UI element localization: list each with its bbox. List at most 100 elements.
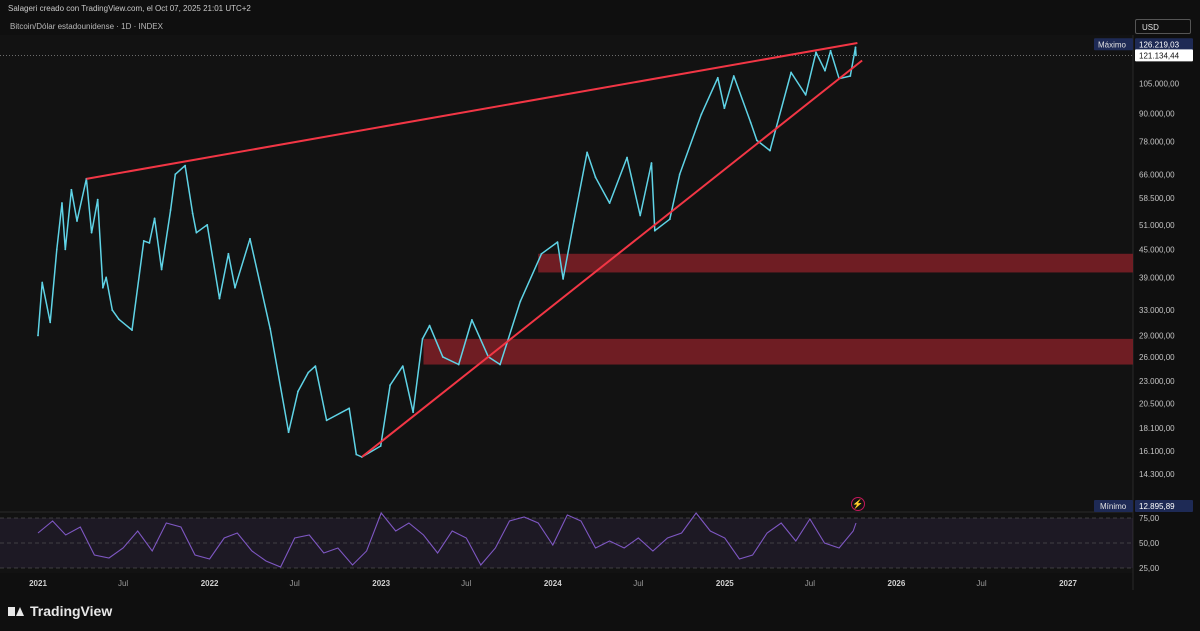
price-point-12 [105,276,108,279]
y-tick-3: 66.000,00 [1139,170,1175,179]
max-tag-bg [1094,38,1133,51]
price-point-18 [153,217,156,220]
price-point-10 [96,198,99,201]
price-point-61 [653,229,656,232]
price-point-17 [148,242,151,244]
price-point-16 [142,239,145,242]
price-point-25 [206,223,209,226]
min-tag-label: Mínimo [1100,502,1127,511]
price-point-2 [49,321,52,324]
y-tick-9: 29.000,00 [1139,331,1175,340]
y-tick-5: 51.000,00 [1139,221,1175,230]
y-tick-15: 14.300,00 [1139,470,1175,479]
rsi-series[interactable] [37,511,857,568]
current-value: 121.134,44 [1139,51,1180,60]
zone-rect-2[interactable] [423,338,1133,365]
bolt-icon[interactable]: ⚡ [851,497,865,511]
price-point-5 [64,248,67,251]
price-point-49 [499,363,502,366]
price-point-79 [855,54,857,57]
price-point-27 [227,252,230,255]
price-point-9 [90,231,93,234]
price-point-65 [716,76,719,79]
x-tick-9: Jul [805,579,815,588]
price-point-75 [829,49,832,52]
price-point-70 [769,149,771,152]
brand-name: TradingView [30,603,113,619]
y-tick-6: 45.000,00 [1139,245,1175,254]
x-tick-10: 2026 [888,579,906,588]
price-point-55 [586,151,588,154]
price-point-31 [287,431,290,434]
y-tick-8: 33.000,00 [1139,306,1175,315]
price-point-51 [540,252,543,255]
y-tick-7: 39.000,00 [1139,273,1175,282]
price-point-45 [441,355,444,358]
price-point-72 [804,93,807,96]
x-tick-6: 2024 [544,579,562,588]
price-point-59 [639,214,642,217]
max-value: 126.219,03 [1139,40,1180,49]
currency-selector[interactable]: USD [1135,19,1191,34]
main-pane[interactable] [0,35,1133,513]
price-point-6 [70,188,73,191]
current-value-bg [1135,49,1193,62]
x-tick-8: 2025 [716,579,734,588]
max-tag-label: Máximo [1098,40,1127,49]
price-point-29 [249,237,251,240]
y-tick-11: 23.000,00 [1139,377,1175,386]
price-point-56 [594,176,597,179]
price-point-71 [790,71,793,74]
price-point-43 [421,337,424,340]
price-point-33 [307,371,310,374]
price-point-73 [815,51,817,54]
price-point-34 [314,365,317,368]
x-tick-4: 2023 [372,579,390,588]
price-point-50 [519,300,522,303]
trendline-2[interactable] [361,59,863,458]
price-point-78 [854,46,857,49]
price-point-66 [723,107,726,110]
chart-credit: Salageri creado con TradingView.com, el … [8,4,251,13]
tradingview-icon [8,605,24,617]
price-point-0 [37,334,39,337]
y-tick-1: 90.000,00 [1139,110,1175,119]
price-point-26 [218,297,221,300]
y-tick-2: 78.000,00 [1139,138,1175,147]
price-point-64 [700,113,703,116]
price-point-19 [160,268,163,271]
price-point-24 [195,231,198,234]
y-tick-0: 105.000,00 [1139,79,1180,88]
price-point-52 [556,241,559,244]
trendline-1[interactable] [86,42,858,180]
price-point-39 [379,445,382,447]
price-point-77 [849,75,852,77]
price-point-57 [608,202,611,204]
rsi-tick-2: 25,00 [1139,564,1160,573]
zone-rect-1[interactable] [538,253,1133,273]
price-point-53 [562,278,565,280]
y-tick-10: 26.000,00 [1139,353,1175,362]
rsi-tick-0: 75,00 [1139,514,1160,523]
x-tick-5: Jul [461,579,471,588]
x-tick-7: Jul [633,579,643,588]
price-point-14 [117,318,120,321]
price-point-32 [297,390,299,393]
price-point-1 [41,281,44,284]
price-point-41 [401,365,404,368]
price-point-54 [573,220,575,222]
price-point-15 [131,329,133,332]
price-point-22 [184,164,187,167]
price-point-11 [101,286,104,289]
x-tick-1: Jul [118,579,128,588]
min-tag-bg [1094,500,1133,512]
y-tick-12: 20.500,00 [1139,399,1175,408]
price-point-63 [678,173,681,176]
price-point-7 [76,220,78,222]
price-point-74 [824,69,826,72]
y-tick-4: 58.500,00 [1139,194,1175,203]
y-tick-14: 16.100,00 [1139,447,1175,456]
price-series[interactable] [37,46,857,458]
symbol-legend[interactable]: Bitcoin/Dólar estadounidense · 1D · INDE… [10,22,163,31]
